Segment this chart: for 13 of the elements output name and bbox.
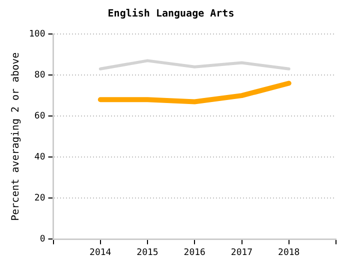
y-axis-title: Percent averaging 2 or above: [10, 52, 22, 221]
y-tick-label: 40: [34, 152, 46, 162]
x-tick-label: 2017: [230, 248, 253, 258]
chart-title: English Language Arts: [108, 8, 234, 20]
x-tick-label: 2015: [136, 248, 158, 258]
y-tick-label: 20: [34, 194, 46, 204]
y-tick-label: 100: [28, 29, 46, 40]
x-tick-label: 2016: [184, 248, 206, 258]
y-tick-label: 60: [34, 111, 46, 122]
x-tick-label: 2014: [90, 248, 112, 258]
y-tick-label: 80: [34, 70, 46, 80]
y-tick-label: 0: [40, 234, 46, 245]
x-tick-label: 2018: [278, 248, 300, 258]
